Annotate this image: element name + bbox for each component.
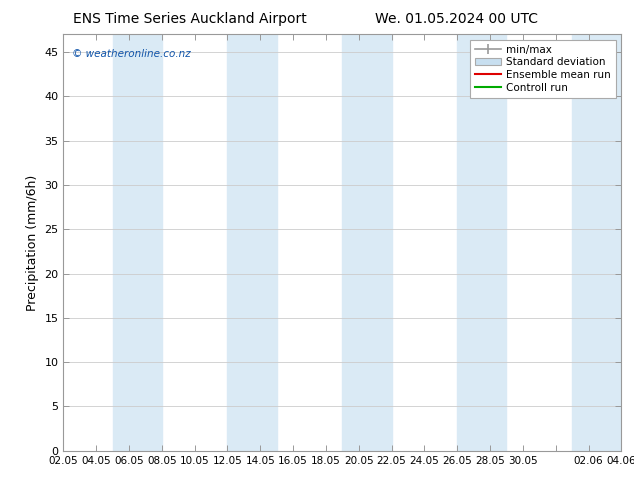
Legend: min/max, Standard deviation, Ensemble mean run, Controll run: min/max, Standard deviation, Ensemble me… xyxy=(470,40,616,98)
Bar xyxy=(342,34,392,451)
Text: © weatheronline.co.nz: © weatheronline.co.nz xyxy=(72,49,191,59)
Bar xyxy=(228,34,276,451)
Bar xyxy=(572,34,621,451)
Y-axis label: Precipitation (mm/6h): Precipitation (mm/6h) xyxy=(26,174,39,311)
Text: ENS Time Series Auckland Airport: ENS Time Series Auckland Airport xyxy=(74,12,307,26)
Text: We. 01.05.2024 00 UTC: We. 01.05.2024 00 UTC xyxy=(375,12,538,26)
Bar xyxy=(113,34,162,451)
Bar xyxy=(457,34,507,451)
